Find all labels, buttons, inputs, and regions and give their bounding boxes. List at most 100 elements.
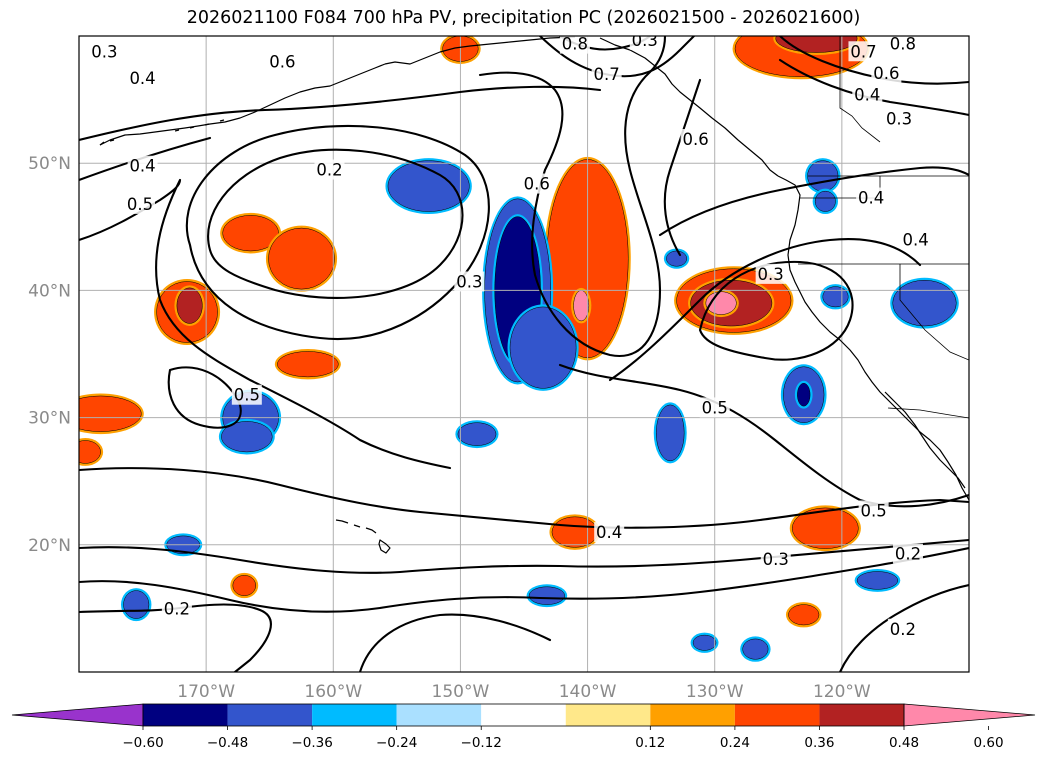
precip-region [232,575,256,596]
alaska-canada-border [839,36,881,143]
pv-contour-0.3-east [698,260,854,361]
precip-region [123,590,150,619]
coastlines [99,36,969,554]
lat-tick-label: 30°N [28,409,71,429]
lon-tick-label: 160°W [304,682,362,702]
contour-label-background [900,229,931,250]
contour-label: 0.5 [234,386,260,405]
colorbar-swatch [143,704,228,726]
contour-label-background [760,548,791,569]
axis-tick-labels: 170°W 160°W 150°W 140°W 130°W 120°W 20°N 30°N 40… [28,154,871,702]
contour-label: 0.4 [129,157,155,176]
pv-contour-0.7-north [538,36,696,78]
contour-label: 0.4 [858,189,884,208]
precip-region [551,516,598,548]
contour-label-background [887,618,918,639]
colorbar-tick-label: 0.24 [720,735,750,751]
precip-region [222,215,279,252]
california-nevada-border [899,264,969,361]
contour-label: 0.8 [890,35,916,54]
precip-region [892,279,957,327]
contour-label-background [454,271,485,292]
contour-label-background [559,36,590,54]
colorbar-outline [142,703,905,727]
contour-label-background [887,36,918,54]
contour-label-background [161,598,192,619]
contour-label-background [594,522,625,543]
pv-contour-0.5-south [558,363,969,508]
us-mexico-border [887,407,969,419]
pv-contour-0.3-west [185,124,490,341]
contour-label: 0.6 [269,52,295,71]
contour-label-background [125,193,156,214]
contour-label: 0.4 [854,86,880,105]
precip-region [856,571,899,590]
pv-contour-0.4-northwest [79,85,602,142]
contour-label: 0.4 [129,69,155,88]
contour-label: 0.3 [456,272,482,291]
pv-contour-0.2-southeast [838,583,969,672]
contour-label: 0.2 [895,545,921,564]
precip-region [79,440,101,464]
contour-label: 0.2 [890,620,916,639]
contour-label-background [871,62,902,83]
precip-region [775,36,858,53]
contour-label-background [848,41,879,62]
contour-label-background [629,36,660,50]
pv-contour-0.2-southwest [79,603,272,672]
contour-label: 0.4 [596,523,622,542]
contour-label-background [231,384,262,405]
aleutian-islands [99,119,225,146]
contour-label: 0.3 [91,42,117,61]
colorbar-tick-label: −0.60 [122,735,163,751]
pv-contour-0.2-west [207,148,464,300]
baja-coast [884,391,966,489]
contour-label-background [314,159,345,180]
figure-title: 2026021100 F084 700 hPa PV, precipitatio… [186,8,861,28]
pv-contour-0.4-northeast [778,58,969,117]
pv-contour-0.5-west [79,178,452,470]
contour-label: 0.3 [632,31,658,50]
precip-region [814,190,836,212]
lat-tick-label: 40°N [28,281,71,301]
bc-coast [777,175,969,501]
colorbar-tick-label: −0.12 [461,735,502,751]
precip-region [666,250,687,267]
pv-contour-0.5-east [608,238,922,382]
contour-label-background [521,173,552,194]
contour-label: 0.5 [127,195,153,214]
colorbar-swatch [312,704,397,726]
contour-label: 0.3 [763,550,789,569]
contour-label: 0.5 [702,398,728,417]
contour-label: 0.6 [683,130,709,149]
colorbar-swatch [396,704,482,726]
colorbar-tick-label: −0.24 [376,735,417,751]
contour-label-background [858,500,889,521]
pv-contour-0.6-east [663,78,702,257]
colorbar-swatch [565,704,651,726]
precip-region [509,306,577,389]
colorbar-swatch [819,704,904,726]
colorbar-tick-label: 0.36 [804,735,834,751]
pv-contour-0.6-jet [478,36,667,358]
alaska-coastline [99,63,386,146]
precip-region [221,421,273,453]
lat-tick-label: 50°N [28,154,71,174]
pv-contour-0.2-south [79,546,969,613]
lon-tick-label: 120°W [813,682,871,702]
colorbar-swatch [227,704,313,726]
precip-region [176,287,203,324]
contour-label-background [267,51,298,72]
contour-label: 0.3 [758,265,784,284]
pv-contour-0.4-south [79,467,969,529]
contour-label: 0.6 [524,175,550,194]
contour-label: 0.8 [562,35,588,54]
contour-label-background [852,84,883,105]
precip-region [277,351,339,378]
contour-label-background [127,155,158,176]
lat-tick-label: 20°N [28,536,71,556]
contour-label: 0.6 [873,64,899,83]
contour-label-background [884,108,915,129]
pv-contour-0.2-southmid [358,613,552,672]
